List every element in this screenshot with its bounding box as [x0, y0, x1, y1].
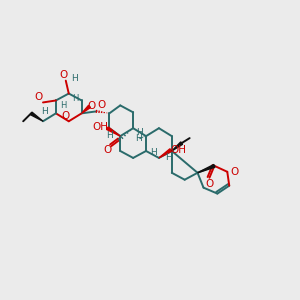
Text: O: O: [205, 179, 214, 189]
Text: H: H: [60, 101, 66, 110]
Text: H: H: [42, 107, 48, 116]
Text: O: O: [60, 70, 68, 80]
Text: OH: OH: [171, 145, 187, 155]
Text: OH: OH: [92, 122, 109, 132]
Text: H: H: [73, 94, 79, 103]
Text: H: H: [106, 130, 113, 140]
Polygon shape: [172, 142, 183, 151]
Text: H: H: [151, 148, 157, 158]
Text: H: H: [136, 128, 142, 137]
Polygon shape: [106, 127, 120, 136]
Text: H: H: [71, 74, 78, 83]
Text: O: O: [97, 100, 106, 110]
Text: O: O: [230, 167, 238, 177]
Polygon shape: [30, 112, 43, 121]
Text: H: H: [165, 153, 172, 162]
Text: O: O: [103, 145, 112, 155]
Polygon shape: [198, 164, 215, 173]
Text: O: O: [34, 92, 42, 103]
Polygon shape: [159, 149, 172, 158]
Polygon shape: [82, 105, 91, 113]
Text: O: O: [87, 101, 96, 111]
Text: O: O: [62, 111, 70, 121]
Text: H: H: [135, 134, 142, 142]
